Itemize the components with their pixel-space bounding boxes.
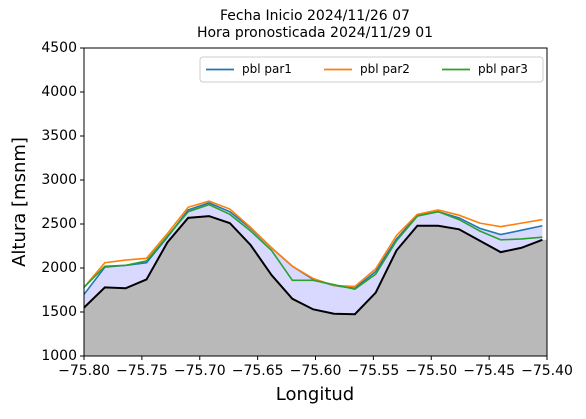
legend-box — [199, 56, 544, 83]
x-tick-label: −75.60 — [290, 363, 342, 379]
chart-title: Fecha Inicio 2024/11/26 07 — [220, 8, 410, 24]
x-tick-label: −75.50 — [405, 363, 457, 379]
x-tick-label: −75.40 — [521, 363, 573, 379]
x-tick-label: −75.75 — [116, 363, 168, 379]
legend-label: pbl par3 — [478, 62, 528, 76]
y-tick-label: 3500 — [41, 128, 77, 144]
chart-subtitle: Hora pronosticada 2024/11/29 01 — [197, 25, 433, 41]
x-tick-label: −75.45 — [463, 363, 515, 379]
legend-label: pbl par2 — [360, 62, 410, 76]
pbl-band — [84, 202, 543, 315]
x-tick-label: −75.80 — [58, 363, 110, 379]
x-tick-label: −75.55 — [347, 363, 399, 379]
x-axis-label: Longitud — [276, 384, 354, 405]
y-tick-label: 4500 — [41, 40, 77, 56]
y-tick-label: 1000 — [41, 348, 77, 364]
y-tick-label: 2000 — [41, 260, 77, 276]
terrain-line — [84, 215, 543, 316]
series-line — [84, 200, 543, 288]
plot — [84, 200, 547, 356]
y-tick-label: 2500 — [41, 216, 77, 232]
y-tick-label: 1500 — [41, 304, 77, 320]
y-tick-label: 3000 — [41, 172, 77, 188]
x-tick-label: −75.70 — [174, 363, 226, 379]
x-tick-label: −75.65 — [232, 363, 284, 379]
terrain-area — [84, 216, 547, 356]
series-line — [84, 203, 543, 290]
y-tick-label: 4000 — [41, 84, 77, 100]
y-axis-label: Altura [msnm] — [9, 137, 30, 267]
legend-label: pbl par1 — [242, 62, 292, 76]
